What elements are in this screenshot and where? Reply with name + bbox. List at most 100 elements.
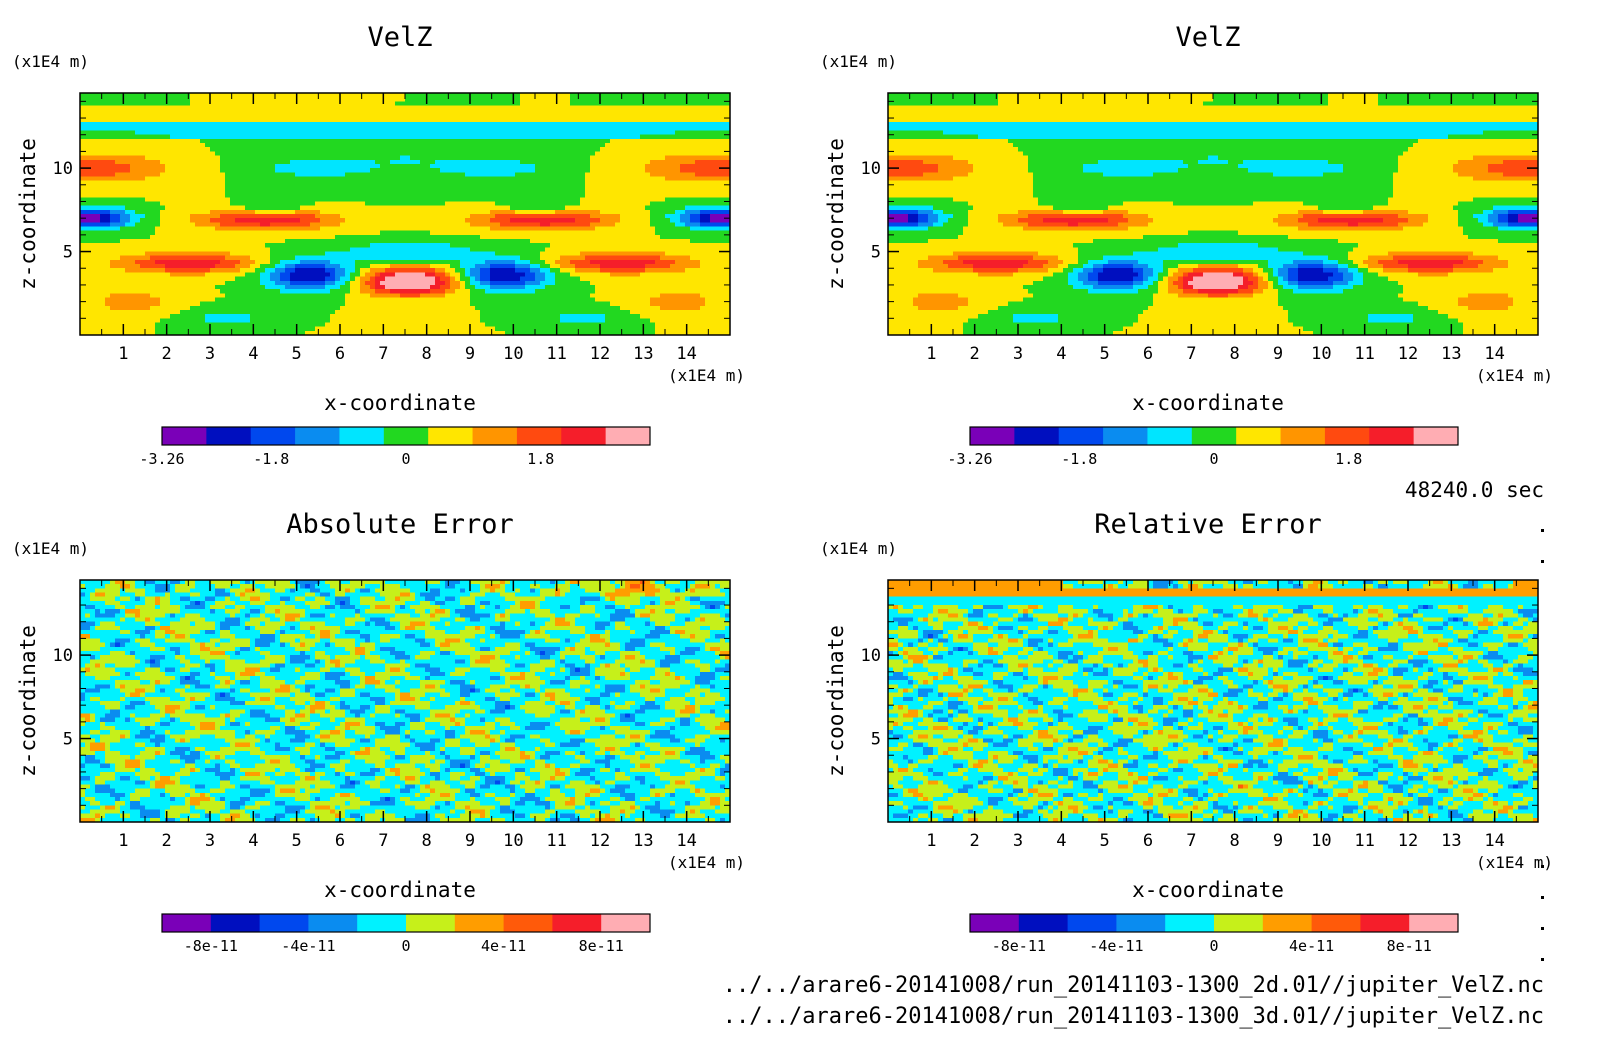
heatmap-cell bbox=[470, 106, 476, 111]
heatmap-cell bbox=[350, 189, 356, 194]
heatmap-cell bbox=[375, 147, 381, 152]
heatmap-cell bbox=[135, 110, 141, 115]
heatmap-cell bbox=[450, 156, 456, 161]
heatmap-cell bbox=[195, 201, 201, 206]
heatmap-cell bbox=[625, 231, 631, 236]
heatmap-cell bbox=[430, 231, 436, 236]
heatmap-cell bbox=[665, 164, 671, 169]
heatmap-cell bbox=[660, 172, 666, 177]
heatmap-cell bbox=[590, 139, 596, 144]
heatmap-cell bbox=[350, 218, 356, 223]
heatmap-cell bbox=[610, 168, 616, 173]
heatmap-cell bbox=[440, 193, 446, 198]
heatmap-cell bbox=[550, 156, 556, 161]
heatmap-cell bbox=[320, 210, 326, 215]
heatmap-cell bbox=[540, 168, 546, 173]
heatmap-cell bbox=[650, 160, 656, 165]
heatmap-cell bbox=[510, 160, 516, 165]
heatmap-cell bbox=[510, 139, 516, 144]
heatmap-cell bbox=[420, 106, 426, 111]
heatmap-cell bbox=[355, 143, 361, 148]
heatmap-cell bbox=[475, 222, 481, 227]
heatmap-cell bbox=[250, 239, 256, 244]
heatmap-cell bbox=[320, 126, 326, 131]
heatmap-cell bbox=[100, 97, 106, 102]
heatmap-cell bbox=[365, 139, 371, 144]
heatmap-cell bbox=[205, 239, 211, 244]
heatmap-cell bbox=[650, 101, 656, 106]
heatmap-cell bbox=[290, 185, 296, 190]
heatmap-cell bbox=[665, 101, 671, 106]
heatmap-cell bbox=[280, 189, 286, 194]
heatmap-cell bbox=[480, 218, 486, 223]
heatmap-cell bbox=[80, 189, 86, 194]
heatmap-cell bbox=[385, 189, 391, 194]
heatmap-cell bbox=[315, 172, 321, 177]
heatmap-cell bbox=[690, 218, 696, 223]
heatmap-cell bbox=[655, 160, 661, 165]
heatmap-cell bbox=[515, 210, 521, 215]
heatmap-cell bbox=[530, 181, 536, 186]
heatmap-cell bbox=[580, 214, 586, 219]
heatmap-cell bbox=[525, 139, 531, 144]
heatmap-cell bbox=[165, 156, 171, 161]
heatmap-cell bbox=[375, 110, 381, 115]
heatmap-cell bbox=[625, 172, 631, 177]
heatmap-cell bbox=[390, 160, 396, 165]
heatmap-cell bbox=[475, 193, 481, 198]
heatmap-cell bbox=[590, 214, 596, 219]
heatmap-cell bbox=[675, 126, 681, 131]
heatmap-cell bbox=[145, 210, 151, 215]
heatmap-cell bbox=[610, 231, 616, 236]
heatmap-cell bbox=[215, 206, 221, 211]
heatmap-cell bbox=[455, 139, 461, 144]
heatmap-cell bbox=[110, 222, 116, 227]
heatmap-cell bbox=[380, 126, 386, 131]
heatmap-cell bbox=[585, 176, 591, 181]
heatmap-cell bbox=[225, 118, 231, 123]
heatmap-cell bbox=[370, 110, 376, 115]
heatmap-cell bbox=[390, 143, 396, 148]
heatmap-cell bbox=[515, 168, 521, 173]
heatmap-cell bbox=[320, 193, 326, 198]
heatmap-cell bbox=[100, 197, 106, 202]
heatmap-cell bbox=[580, 176, 586, 181]
heatmap-cell bbox=[485, 218, 491, 223]
heatmap-cell bbox=[200, 197, 206, 202]
heatmap-cell bbox=[305, 206, 311, 211]
heatmap-cell bbox=[395, 135, 401, 140]
heatmap-cell bbox=[715, 243, 721, 248]
heatmap-cell bbox=[230, 252, 236, 257]
heatmap-cell bbox=[450, 210, 456, 215]
heatmap-cell bbox=[710, 197, 716, 202]
heatmap-cell bbox=[195, 160, 201, 165]
heatmap-cell bbox=[660, 243, 666, 248]
heatmap-cell bbox=[680, 214, 686, 219]
heatmap-cell bbox=[680, 239, 686, 244]
heatmap-cell bbox=[300, 164, 306, 169]
heatmap-cell bbox=[455, 227, 461, 232]
heatmap-cell bbox=[500, 126, 506, 131]
heatmap-cell bbox=[240, 118, 246, 123]
heatmap-cell bbox=[390, 114, 396, 119]
heatmap-cell bbox=[390, 206, 396, 211]
heatmap-cell bbox=[230, 193, 236, 198]
heatmap-cell bbox=[300, 131, 306, 136]
heatmap-cell bbox=[695, 201, 701, 206]
heatmap-cell bbox=[650, 189, 656, 194]
heatmap-cell bbox=[165, 243, 171, 248]
heatmap-cell bbox=[470, 97, 476, 102]
heatmap-cell bbox=[675, 247, 681, 252]
heatmap-cell bbox=[305, 151, 311, 156]
heatmap-cell bbox=[290, 243, 296, 248]
heatmap-cell bbox=[220, 247, 226, 252]
heatmap-cell bbox=[650, 218, 656, 223]
heatmap-cell bbox=[450, 189, 456, 194]
heatmap-cell bbox=[315, 164, 321, 169]
heatmap-cell bbox=[110, 122, 116, 127]
heatmap-cell bbox=[240, 201, 246, 206]
heatmap-cell bbox=[150, 181, 156, 186]
heatmap-cell bbox=[445, 239, 451, 244]
heatmap-cell bbox=[585, 181, 591, 186]
heatmap-cell bbox=[305, 97, 311, 102]
